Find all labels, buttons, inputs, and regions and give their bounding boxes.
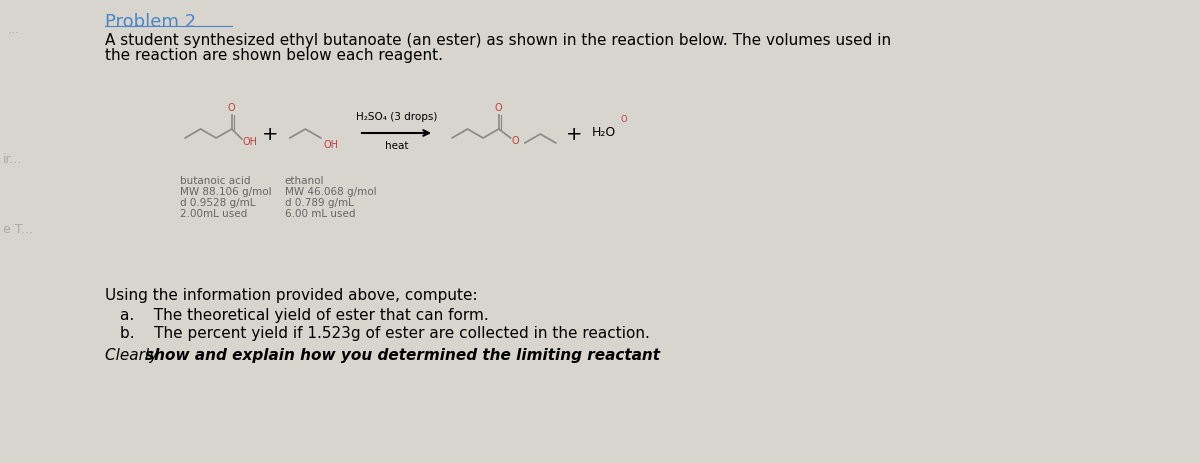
Text: Clearly: Clearly — [106, 348, 163, 363]
Text: O: O — [620, 115, 628, 124]
Text: the reaction are shown below each reagent.: the reaction are shown below each reagen… — [106, 48, 443, 63]
Text: 2.00mL used: 2.00mL used — [180, 209, 247, 219]
Text: MW 46.068 g/mol: MW 46.068 g/mol — [284, 187, 377, 197]
Text: OH: OH — [242, 137, 258, 147]
Text: e T...: e T... — [2, 223, 34, 236]
Text: b.    The percent yield if 1.523g of ester are collected in the reaction.: b. The percent yield if 1.523g of ester … — [120, 326, 650, 341]
Text: butanoic acid: butanoic acid — [180, 176, 251, 186]
Text: .: . — [637, 348, 642, 363]
Text: MW 88.106 g/mol: MW 88.106 g/mol — [180, 187, 271, 197]
Text: +: + — [262, 125, 278, 144]
Text: A student synthesized ethyl butanoate (an ester) as shown in the reaction below.: A student synthesized ethyl butanoate (a… — [106, 33, 892, 48]
Text: d 0.9528 g/mL: d 0.9528 g/mL — [180, 198, 256, 208]
Text: a.    The theoretical yield of ester that can form.: a. The theoretical yield of ester that c… — [120, 308, 488, 323]
Text: ...: ... — [8, 23, 20, 36]
Text: show and explain how you determined the limiting reactant: show and explain how you determined the … — [145, 348, 660, 363]
Text: OH: OH — [324, 140, 338, 150]
Text: ir...: ir... — [2, 153, 23, 166]
Text: ethanol: ethanol — [284, 176, 324, 186]
Text: Using the information provided above, compute:: Using the information provided above, co… — [106, 288, 478, 303]
Text: 6.00 mL used: 6.00 mL used — [284, 209, 355, 219]
Text: H₂SO₄ (3 drops): H₂SO₄ (3 drops) — [355, 112, 437, 122]
Text: O: O — [228, 103, 235, 113]
Text: +: + — [565, 125, 582, 144]
Text: d 0.789 g/mL: d 0.789 g/mL — [284, 198, 354, 208]
Text: O: O — [494, 103, 503, 113]
Text: Problem 2: Problem 2 — [106, 13, 196, 31]
Text: H₂O: H₂O — [592, 126, 616, 139]
Text: O: O — [511, 136, 520, 146]
Text: heat: heat — [385, 141, 408, 151]
